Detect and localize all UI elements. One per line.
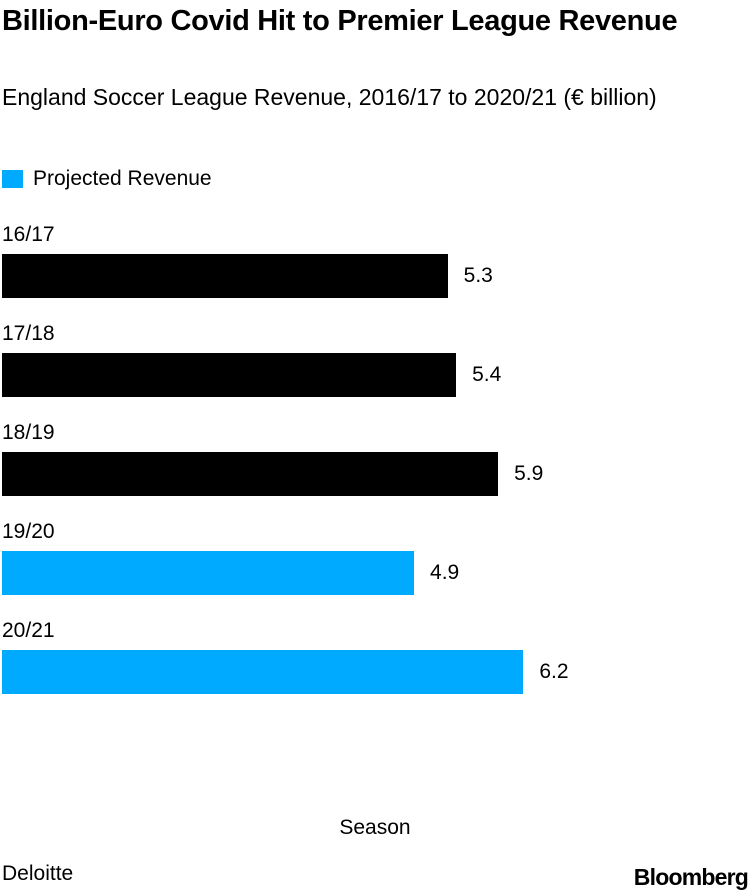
value-label: 4.9 <box>430 561 460 584</box>
value-label: 5.9 <box>514 462 544 485</box>
bloomberg-logo: Bloomberg <box>633 864 749 890</box>
bar-chart: 16/17 5.3 17/18 5.4 18/19 5.9 19/20 4.9 20/21 6.2 <box>0 200 750 720</box>
value-label: 5.4 <box>472 363 502 386</box>
value-label: 6.2 <box>539 660 569 683</box>
category-label: 17/18 <box>2 322 55 345</box>
legend-label-projected: Projected Revenue <box>33 167 212 190</box>
bar-actual <box>2 254 448 298</box>
bar-actual <box>2 452 499 496</box>
category-label: 18/19 <box>2 421 55 444</box>
legend: Projected Revenue <box>2 166 212 192</box>
chart-subtitle: England Soccer League Revenue, 2016/17 t… <box>2 84 657 110</box>
category-label: 20/21 <box>2 619 55 642</box>
bar-projected <box>2 650 524 694</box>
value-label: 5.3 <box>463 264 493 287</box>
x-axis-label: Season <box>339 816 411 839</box>
chart-title: Billion-Euro Covid Hit to Premier League… <box>2 5 678 37</box>
source-text: Deloitte <box>2 862 74 885</box>
category-label: 19/20 <box>2 520 55 543</box>
legend-swatch-projected <box>2 170 23 188</box>
category-label: 16/17 <box>2 223 55 246</box>
bar-actual <box>2 353 457 397</box>
bar-projected <box>2 551 415 595</box>
